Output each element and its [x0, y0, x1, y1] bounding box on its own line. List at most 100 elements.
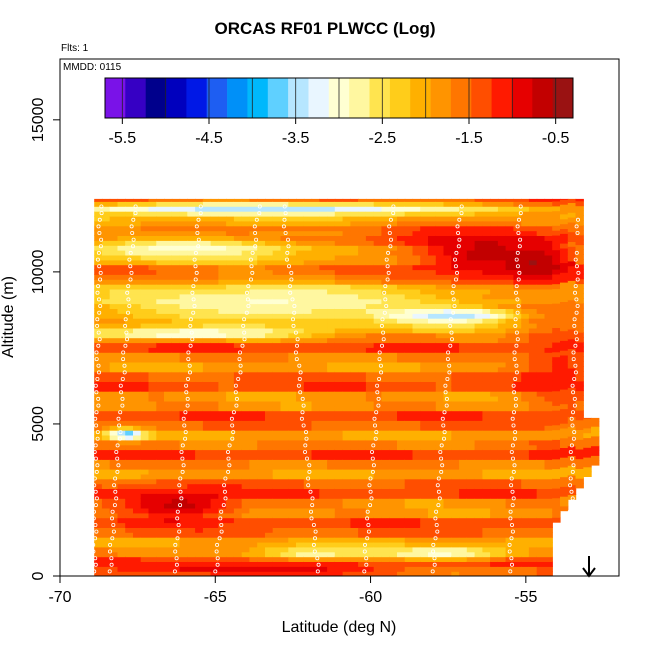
heatmap-cell [156, 347, 165, 353]
heatmap-cell [164, 434, 173, 441]
heatmap-cell [466, 561, 476, 567]
heatmap-cell [428, 571, 437, 576]
heatmap-cell [459, 366, 468, 373]
heatmap-cell [148, 561, 157, 567]
heatmap-cell [179, 478, 188, 485]
heatmap-cell [513, 225, 522, 232]
heatmap-cell [210, 503, 219, 509]
heatmap-cell [513, 274, 522, 280]
heatmap-cell [552, 400, 561, 406]
heatmap-cell [451, 571, 460, 576]
heatmap-cell [513, 337, 522, 344]
heatmap-cell [311, 434, 320, 441]
heatmap-cell [272, 517, 282, 524]
heatmap-cell [288, 211, 297, 217]
heatmap-cell [195, 371, 204, 378]
heatmap-cell [125, 478, 134, 485]
heatmap-cell [226, 259, 235, 266]
heatmap-cell [350, 371, 359, 378]
heatmap-cell [521, 211, 530, 217]
heatmap-cell [101, 313, 111, 319]
heatmap-cell [505, 371, 514, 378]
heatmap-cell [327, 293, 336, 300]
heatmap-cell [505, 361, 514, 368]
heatmap-cell [459, 230, 468, 236]
heatmap-cell [288, 439, 297, 446]
heatmap-cell [195, 425, 204, 431]
heatmap-cell [389, 211, 398, 217]
heatmap-cell [567, 387, 577, 393]
heatmap-cell [164, 318, 173, 324]
heatmap-cell [497, 430, 507, 436]
heatmap-cell [505, 288, 514, 295]
heatmap-cell [443, 537, 452, 543]
heatmap-cell [443, 503, 452, 509]
heatmap-cell [451, 439, 460, 446]
heatmap-cell [164, 269, 173, 275]
heatmap-cell [451, 245, 460, 251]
heatmap-cell [358, 464, 367, 470]
heatmap-cell [109, 240, 119, 246]
heatmap-cell [373, 444, 383, 451]
heatmap-cell [373, 488, 383, 494]
heatmap-cell [459, 240, 468, 246]
heatmap-cell [249, 250, 258, 256]
heatmap-cell [233, 274, 243, 280]
heatmap-cell [428, 420, 437, 426]
heatmap-cell [280, 337, 289, 344]
heatmap-cell [94, 396, 103, 402]
heatmap-cell [521, 522, 530, 528]
heatmap-cell [101, 342, 111, 348]
heatmap-cell [443, 230, 452, 236]
heatmap-cell [342, 264, 351, 271]
heatmap-cell [164, 198, 173, 202]
heatmap-cell [179, 293, 188, 300]
heatmap-cell [249, 318, 258, 324]
heatmap-cell [428, 327, 437, 334]
heatmap-cell [521, 444, 530, 451]
heatmap-cell [202, 541, 212, 548]
heatmap-cell [528, 230, 538, 236]
heatmap-cell [373, 527, 383, 533]
heatmap-cell [505, 478, 514, 485]
heatmap-cell [233, 361, 243, 368]
heatmap-cell [404, 483, 414, 489]
heatmap-cell [257, 288, 266, 295]
heatmap-cell [133, 361, 142, 368]
heatmap-cell [428, 371, 437, 378]
track-point [97, 264, 102, 269]
heatmap-cell [428, 201, 437, 207]
heatmap-cell [303, 507, 313, 514]
heatmap-cell [218, 444, 227, 451]
heatmap-cell [171, 250, 181, 256]
heatmap-cell [412, 230, 421, 236]
heatmap-cell [567, 465, 577, 471]
heatmap-cell [327, 561, 336, 567]
heatmap-cell [334, 478, 344, 485]
heatmap-cell [156, 250, 165, 256]
heatmap-cell [148, 259, 157, 266]
heatmap-cell [272, 366, 282, 373]
heatmap-cell [233, 235, 243, 241]
heatmap-cell [334, 391, 344, 397]
heatmap-cell [482, 376, 491, 382]
heatmap-cell [202, 371, 212, 378]
heatmap-cell [233, 473, 243, 480]
heatmap-cell [443, 323, 452, 329]
heatmap-cell [241, 225, 251, 232]
heatmap-cell [265, 366, 274, 373]
heatmap-cell [358, 259, 367, 266]
heatmap-cell [257, 454, 266, 460]
heatmap-cell [241, 284, 251, 290]
date-label: MMDD: 0115 [63, 62, 122, 73]
heatmap-cell [280, 318, 289, 324]
heatmap-cell [156, 342, 165, 348]
heatmap-cell [303, 532, 313, 538]
heatmap-cell [521, 537, 530, 543]
heatmap-cell [560, 306, 569, 312]
heatmap-cell [296, 366, 305, 373]
heatmap-cell [420, 405, 429, 412]
heatmap-cell [210, 410, 219, 417]
heatmap-cell [412, 410, 421, 417]
heatmap-cell [125, 318, 134, 324]
